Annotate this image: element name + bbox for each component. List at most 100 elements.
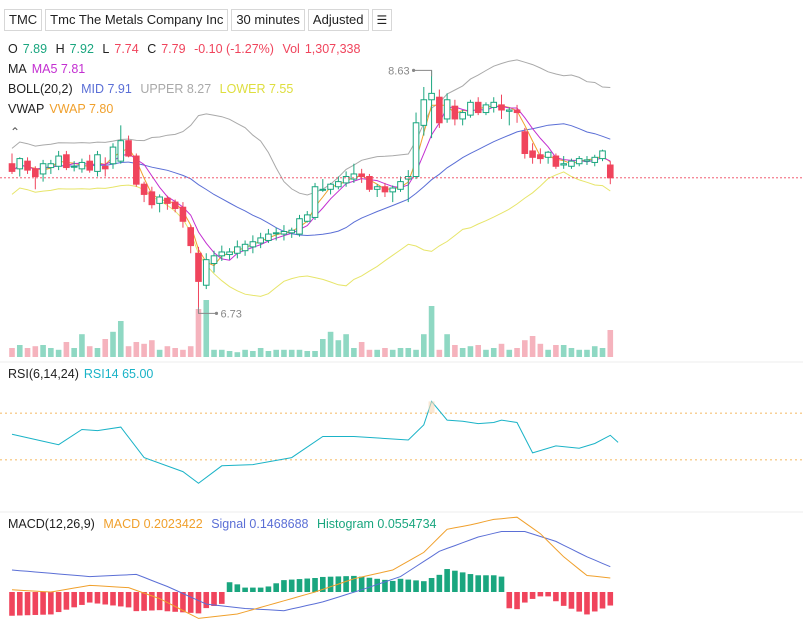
candle: [272, 227, 280, 241]
volume-bar: [164, 346, 171, 357]
volume-bar: [195, 309, 202, 357]
candle-body: [164, 197, 171, 204]
candle-body: [575, 158, 583, 165]
candle-body: [218, 251, 226, 257]
candle: [202, 253, 210, 290]
macd-histogram-bar: [522, 592, 528, 603]
candle: [156, 194, 163, 213]
ma-legend: MA MA5 7.81: [8, 62, 90, 76]
candle: [552, 153, 560, 169]
macd-histogram-bar: [79, 592, 85, 605]
candle-body: [583, 159, 591, 162]
macd-histogram-bar: [141, 592, 147, 611]
candle: [133, 153, 140, 187]
symbol-button[interactable]: TMC: [4, 9, 43, 31]
macd-histogram-bar: [358, 576, 365, 592]
candle: [575, 156, 583, 167]
candle: [373, 184, 381, 197]
macd-histogram-bar: [149, 592, 155, 611]
volume-bar: [537, 343, 544, 357]
macd-histogram-bar: [428, 578, 435, 592]
candle-body: [272, 232, 280, 235]
candle: [280, 225, 288, 241]
candle-body: [8, 163, 16, 172]
volume-bar: [599, 348, 606, 357]
candle-body: [156, 196, 163, 204]
volume-bar: [273, 349, 279, 357]
interval-dropdown[interactable]: 30 minutes: [231, 9, 305, 31]
macd-histogram-bar: [117, 592, 124, 607]
candle: [179, 202, 187, 228]
candle: [32, 166, 39, 190]
candle-body: [24, 160, 31, 171]
candle: [78, 158, 86, 173]
candle: [241, 240, 249, 256]
macd-histogram-bar: [459, 572, 466, 592]
candle-body: [459, 112, 466, 120]
candle: [311, 182, 319, 220]
volume-bar: [234, 352, 241, 357]
macd-histogram-bar: [218, 592, 225, 604]
candle: [303, 211, 311, 223]
volume-bar: [226, 351, 233, 357]
list-icon[interactable]: ☰: [371, 9, 393, 31]
volume-bar: [40, 345, 46, 357]
macd-histogram-bar: [273, 583, 279, 592]
macd-histogram-bar: [374, 578, 380, 592]
candle-body: [436, 96, 443, 124]
volume-bar: [358, 342, 365, 357]
candle-body: [381, 186, 389, 193]
volume-bar: [428, 306, 435, 357]
candle-body: [505, 109, 513, 112]
volume-bar: [374, 349, 380, 357]
macd-histogram-bar: [320, 576, 326, 592]
macd-histogram-bar: [312, 578, 318, 592]
ohlc-legend: O 7.89 H 7.92 L 7.74 C 7.79 -0.10 (-1.27%) V…: [8, 42, 365, 56]
macd-histogram-bar: [413, 580, 419, 592]
volume-bar: [467, 346, 474, 357]
candle-body: [591, 156, 599, 163]
candle-body: [288, 229, 296, 234]
volume-bar: [459, 348, 466, 357]
macd-histogram-bar: [296, 579, 303, 592]
rsi-overbought-fill: [428, 401, 435, 414]
volume-bar: [187, 346, 194, 357]
macd-line: [11, 516, 611, 619]
macd-histogram-bar: [483, 575, 489, 592]
candle: [459, 110, 466, 126]
volume-bar: [343, 334, 349, 357]
macd-histogram-bar: [40, 592, 46, 615]
candle-body: [311, 186, 319, 218]
volume-bar: [545, 349, 551, 357]
volume-bar: [32, 346, 39, 357]
volume-bar: [607, 330, 614, 357]
candle: [171, 199, 179, 213]
signal-value: Signal 0.1468688: [211, 517, 309, 531]
macd-histogram-bar: [397, 578, 404, 592]
boll-upper-value: UPPER 8.27: [140, 82, 212, 96]
vwap-label: VWAP: [8, 102, 45, 116]
macd-histogram-bar: [529, 592, 536, 599]
candle: [288, 227, 296, 238]
candle-body: [280, 231, 288, 235]
candle-body: [552, 155, 560, 167]
candle-body: [303, 214, 311, 222]
volume-bar: [452, 345, 458, 357]
candle: [389, 185, 397, 203]
volume-bar: [366, 349, 373, 357]
candle: [358, 168, 365, 183]
macd-histogram-bar: [63, 592, 70, 610]
macd-histogram-bar: [599, 592, 606, 609]
company-name[interactable]: Tmc The Metals Company Inc: [45, 9, 229, 31]
volume-bar: [296, 349, 303, 357]
adjustment-dropdown[interactable]: Adjusted: [307, 9, 369, 31]
candle-body: [47, 163, 55, 169]
candle: [529, 143, 536, 164]
candle-body: [451, 105, 459, 120]
low-marker-label: 6.73: [220, 308, 241, 320]
candle: [505, 107, 513, 126]
macd-histogram-bar: [467, 574, 474, 592]
candle: [296, 214, 303, 237]
candle-body: [397, 181, 404, 190]
